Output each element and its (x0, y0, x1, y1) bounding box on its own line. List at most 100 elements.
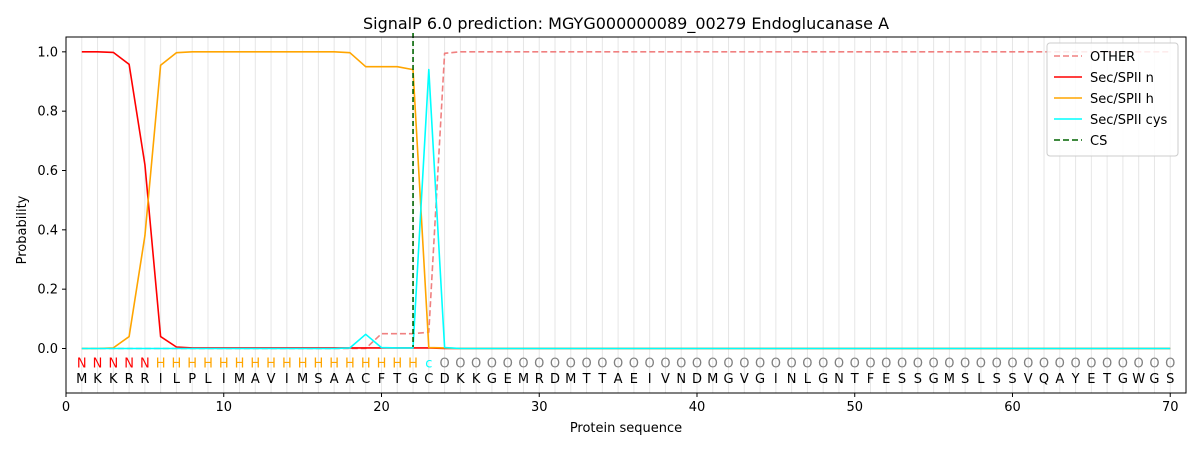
region-label: O (439, 357, 449, 372)
sequence-residue: K (93, 372, 102, 387)
sequence-residue: N (676, 372, 686, 387)
sequence-residue: I (285, 372, 289, 387)
sequence-residue: G (1118, 372, 1128, 387)
region-label: H (345, 357, 355, 372)
sequence-residue: E (1087, 372, 1095, 387)
legend: OTHER Sec/SPII n Sec/SPII h Sec/SPII cys CS (1046, 42, 1179, 157)
region-label: O (503, 357, 513, 372)
region-label: O (992, 357, 1002, 372)
region-label: O (1134, 357, 1144, 372)
sequence-residue: S (1166, 372, 1174, 387)
sequence-residue: L (204, 372, 212, 387)
region-label: O (1149, 357, 1159, 372)
region-label: O (1007, 357, 1017, 372)
legend-label: CS (1090, 134, 1107, 149)
sequence-residue: T (850, 372, 859, 387)
sequence-residue: M (297, 372, 308, 387)
region-label: O (1070, 357, 1080, 372)
region-label: O (755, 357, 765, 372)
region-label: O (818, 357, 828, 372)
region-label: H (298, 357, 308, 372)
sequence-residue: C (424, 372, 433, 387)
sequence-residue: R (140, 372, 149, 387)
sequence-residue: G (755, 372, 765, 387)
region-label: O (708, 357, 718, 372)
sequence-residue: N (834, 372, 844, 387)
region-label: H (203, 357, 213, 372)
sequence-residue: T (392, 372, 401, 387)
sequence-residue: G (408, 372, 418, 387)
sequence-residue: L (977, 372, 985, 387)
region-label: O (897, 357, 907, 372)
plot-area: MNKNKNRNRNIHLHPHLHIHMHAHVHIHMHSHAHAHCHFH… (37, 33, 1187, 415)
x-tick-label: 70 (1162, 400, 1179, 415)
region-label: H (219, 357, 229, 372)
y-tick-label: 1.0 (37, 45, 58, 60)
sequence-residue: Y (1071, 372, 1080, 387)
chart-title: SignalP 6.0 prediction: MGYG000000089_00… (363, 14, 889, 34)
y-tick-label: 0.8 (37, 105, 58, 120)
sequence-residue: T (597, 372, 606, 387)
region-label: O (1165, 357, 1175, 372)
x-tick-label: 40 (689, 400, 706, 415)
region-label: O (1023, 357, 1033, 372)
region-label: O (723, 357, 733, 372)
region-label: O (534, 357, 544, 372)
sequence-residue: V (1024, 372, 1033, 387)
region-label: O (613, 357, 623, 372)
region-label: H (156, 357, 166, 372)
region-label: O (660, 357, 670, 372)
sequence-residue: M (707, 372, 718, 387)
sequence-residue: M (518, 372, 529, 387)
region-label: H (329, 357, 339, 372)
sequence-residue: R (125, 372, 134, 387)
sequence-residue: G (929, 372, 939, 387)
sequence-residue: L (173, 372, 181, 387)
region-label: O (881, 357, 891, 372)
region-label: O (944, 357, 954, 372)
region-label: O (787, 357, 797, 372)
sequence-residue: I (648, 372, 652, 387)
sequence-residue: F (867, 372, 874, 387)
region-label: N (108, 357, 118, 372)
x-tick-label: 20 (373, 400, 390, 415)
legend-label: Sec/SPII n (1090, 71, 1154, 86)
region-label: O (1118, 357, 1128, 372)
region-label: c (425, 357, 432, 372)
sequence-residue: V (267, 372, 276, 387)
sequence-residue: T (1102, 372, 1111, 387)
region-label: O (802, 357, 812, 372)
sequence-residue: M (234, 372, 245, 387)
legend-box (1046, 42, 1179, 157)
legend-label: Sec/SPII h (1090, 92, 1154, 107)
series-line-sec-spii-cys (81, 68, 1171, 350)
sequence-residue: N (787, 372, 797, 387)
sequence-residue: R (535, 372, 544, 387)
sequence-residue: E (630, 372, 638, 387)
sequence-residue: V (661, 372, 670, 387)
x-tick-label: 0 (62, 400, 70, 415)
sequence-residue: L (804, 372, 812, 387)
region-label: O (834, 357, 844, 372)
sequence-residue: D (692, 372, 702, 387)
region-label: H (187, 357, 197, 372)
sequence-residue: D (550, 372, 560, 387)
region-label: O (518, 357, 528, 372)
sequence-residue: S (914, 372, 922, 387)
y-tick-label: 0.6 (37, 164, 58, 179)
sequence-residue: P (188, 372, 196, 387)
sequence-residue: W (1132, 372, 1145, 387)
region-label: H (408, 357, 418, 372)
sequence-residue: I (159, 372, 163, 387)
sequence-residue: T (582, 372, 591, 387)
y-axis-label: Probability (15, 195, 30, 264)
plot-frame (65, 36, 1187, 394)
sequence-residue: I (222, 372, 226, 387)
sequence-residue: G (818, 372, 828, 387)
region-label: N (124, 357, 134, 372)
sequence-residue: A (1055, 372, 1064, 387)
region-label: O (676, 357, 686, 372)
sequence-residue: A (345, 372, 354, 387)
region-label: O (566, 357, 576, 372)
